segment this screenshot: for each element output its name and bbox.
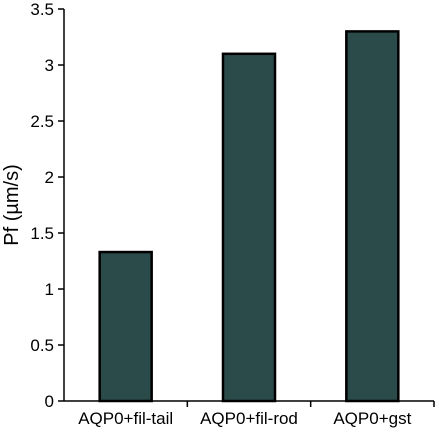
y-tick-label: 2.5 — [30, 112, 54, 131]
y-tick-label: 1 — [45, 280, 54, 299]
y-tick-label: 0 — [45, 392, 54, 411]
y-tick-label: 3 — [45, 56, 54, 75]
bar — [345, 30, 400, 403]
bar — [221, 52, 277, 403]
x-tick-label: AQP0+fil-tail — [78, 409, 173, 428]
y-tick-label: 3.5 — [30, 0, 54, 19]
y-tick-label: 1.5 — [30, 224, 54, 243]
x-tick-label: AQP0+fil-rod — [200, 409, 298, 428]
y-axis-title: Pf (µm/s) — [1, 164, 23, 246]
x-axis-ticks: AQP0+fil-tail AQP0+fil-rod AQP0+gst — [78, 401, 435, 428]
bar — [98, 250, 153, 403]
y-tick-label: 0.5 — [30, 336, 54, 355]
y-axis-ticks: 0 0.5 1 1.5 2 2.5 3 3.5 — [30, 0, 64, 411]
bars — [98, 30, 400, 403]
x-tick-label: AQP0+gst — [333, 409, 411, 428]
y-tick-label: 2 — [45, 168, 54, 187]
